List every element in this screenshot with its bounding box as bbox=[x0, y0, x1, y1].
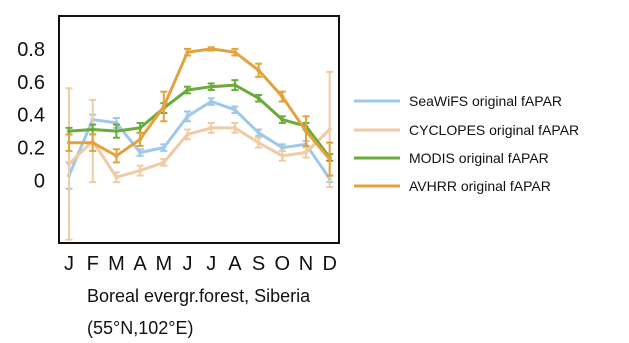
data-point bbox=[209, 99, 214, 104]
legend-label: SeaWiFS original fAPAR bbox=[409, 93, 562, 109]
x-tick-label: M bbox=[155, 253, 172, 275]
data-point bbox=[138, 125, 143, 130]
x-tick-label: M bbox=[108, 253, 125, 275]
caption-location: Boreal evergr.forest, Siberia bbox=[87, 286, 311, 306]
y-tick-label: 0.2 bbox=[17, 138, 45, 160]
legend-item: AVHRR original fAPAR bbox=[354, 178, 551, 194]
data-point bbox=[185, 114, 190, 119]
plot-frame bbox=[58, 15, 340, 244]
data-point bbox=[304, 129, 308, 134]
data-point bbox=[138, 150, 143, 155]
y-axis-ticks: 0.8 0.6 0.4 0.2 0 bbox=[17, 39, 45, 193]
x-tick-label: N bbox=[299, 253, 313, 275]
y-tick-label: 0.6 bbox=[17, 72, 45, 94]
data-point bbox=[114, 153, 119, 158]
data-point bbox=[185, 88, 190, 93]
caption-coordinates: (55°N,102°E) bbox=[87, 318, 194, 338]
legend-item: CYCLOPES original fAPAR bbox=[354, 122, 579, 138]
data-point bbox=[67, 129, 71, 134]
series-3 bbox=[65, 46, 334, 177]
data-point bbox=[114, 129, 119, 134]
y-tick-label: 0 bbox=[34, 170, 45, 192]
data-point bbox=[256, 96, 261, 101]
series-line bbox=[67, 126, 331, 179]
data-point bbox=[232, 125, 237, 130]
data-point bbox=[138, 168, 143, 173]
data-point bbox=[304, 150, 308, 155]
data-point bbox=[327, 127, 332, 132]
data-point bbox=[114, 175, 119, 180]
data-point bbox=[232, 83, 237, 88]
data-point bbox=[256, 68, 261, 73]
data-point bbox=[185, 132, 190, 137]
data-point bbox=[185, 50, 190, 55]
x-tick-label: A bbox=[228, 253, 242, 275]
data-point bbox=[256, 140, 261, 145]
data-point bbox=[256, 130, 261, 135]
series-line bbox=[69, 47, 331, 161]
series-1 bbox=[65, 70, 334, 241]
series-line bbox=[67, 100, 331, 180]
data-point bbox=[280, 94, 285, 99]
data-point bbox=[67, 140, 71, 145]
data-point bbox=[161, 145, 166, 150]
x-tick-label: J bbox=[206, 253, 216, 275]
x-tick-label: S bbox=[252, 253, 265, 275]
data-point bbox=[161, 160, 166, 165]
x-tick-label: O bbox=[275, 253, 291, 275]
data-point bbox=[232, 107, 237, 112]
data-point bbox=[209, 125, 214, 130]
legend: SeaWiFS original fAPAR CYCLOPES original … bbox=[354, 93, 579, 194]
data-point bbox=[67, 162, 71, 167]
x-tick-label: A bbox=[133, 253, 147, 275]
x-tick-label: J bbox=[64, 253, 74, 275]
data-point bbox=[280, 145, 285, 150]
y-tick-label: 0.4 bbox=[17, 105, 45, 127]
series-line bbox=[68, 83, 331, 159]
data-point bbox=[232, 50, 237, 55]
y-tick-label: 0.8 bbox=[17, 39, 45, 61]
x-tick-label: D bbox=[322, 253, 336, 275]
data-point bbox=[327, 157, 332, 162]
data-point bbox=[280, 153, 285, 158]
x-tick-label: J bbox=[183, 253, 193, 275]
series-group bbox=[65, 46, 334, 241]
data-point bbox=[209, 46, 214, 51]
data-point bbox=[90, 127, 95, 132]
legend-label: MODIS original fAPAR bbox=[409, 150, 549, 166]
data-point bbox=[90, 140, 95, 145]
data-point bbox=[209, 84, 214, 89]
legend-label: AVHRR original fAPAR bbox=[409, 178, 551, 194]
legend-label: CYCLOPES original fAPAR bbox=[409, 122, 579, 138]
legend-item: SeaWiFS original fAPAR bbox=[354, 93, 562, 109]
x-tick-label: F bbox=[87, 253, 99, 275]
data-point bbox=[138, 137, 143, 142]
data-point bbox=[161, 104, 166, 109]
legend-item: MODIS original fAPAR bbox=[354, 150, 549, 166]
data-point bbox=[280, 117, 285, 122]
